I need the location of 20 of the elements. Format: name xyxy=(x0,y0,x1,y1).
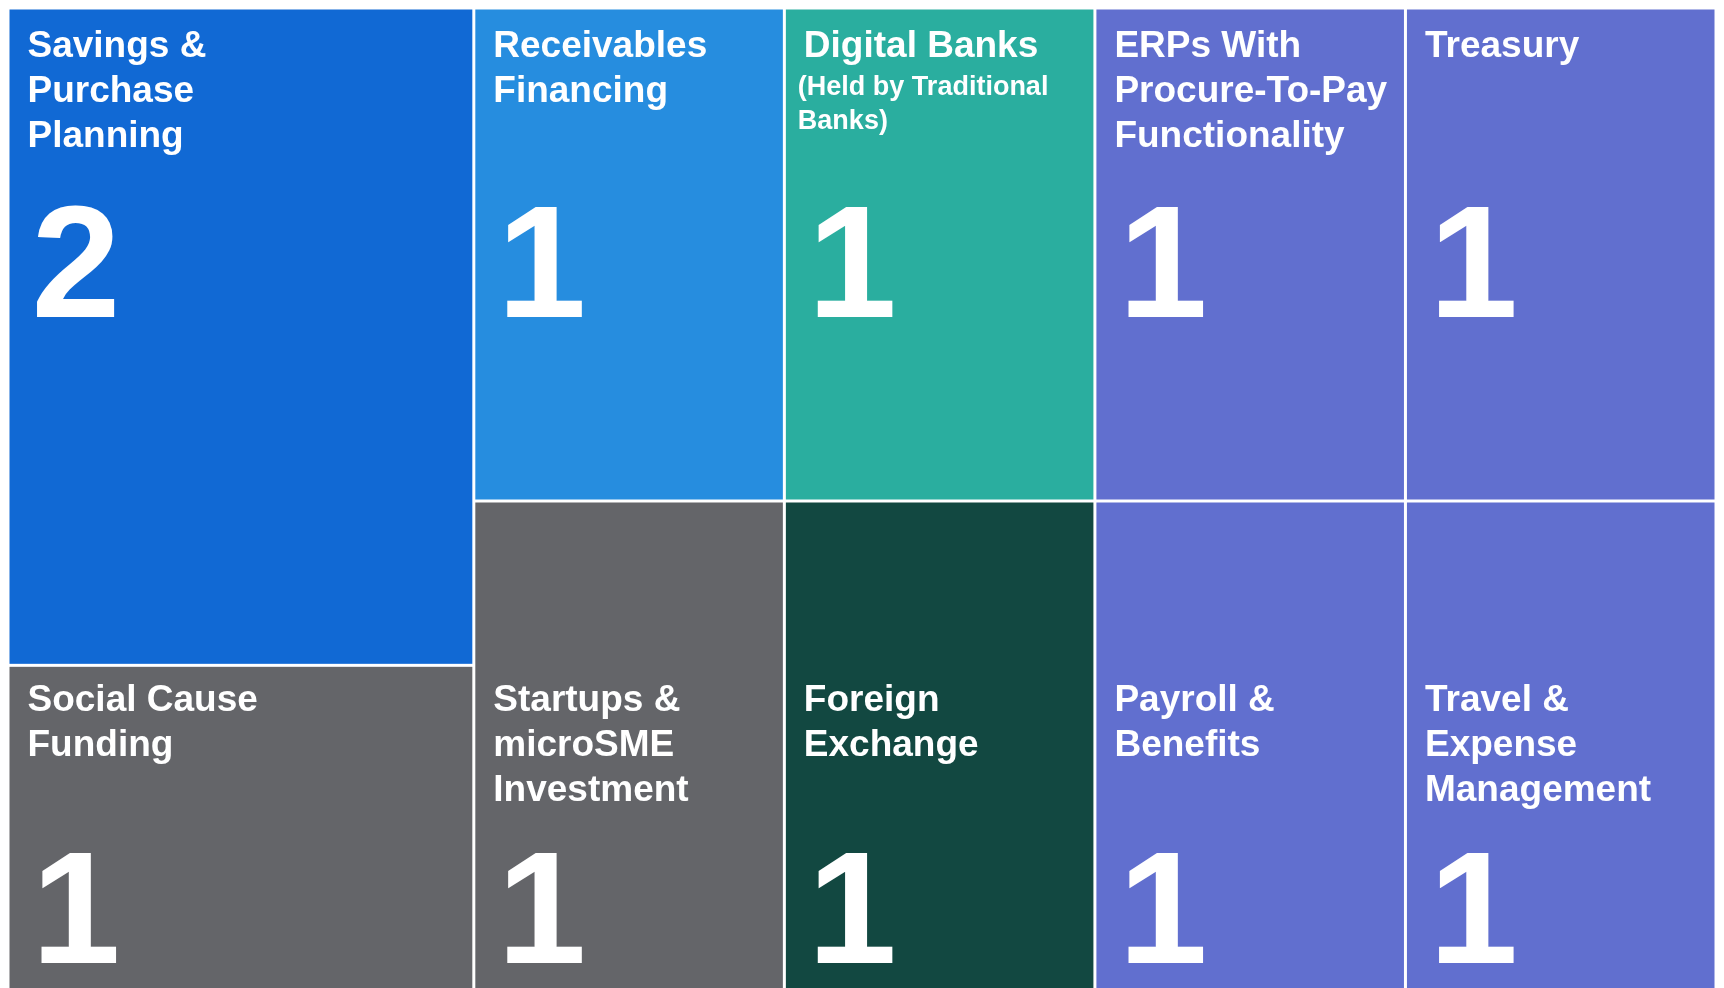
data-label: 2 xyxy=(31,171,121,351)
category-label: Savings & Purchase Planning xyxy=(27,23,207,155)
data-label: 1 xyxy=(1428,171,1518,351)
data-label: 1 xyxy=(807,171,897,351)
data-label: 1 xyxy=(807,817,897,988)
data-label: 1 xyxy=(31,817,121,988)
category-label: Startups & microSME Investment xyxy=(493,677,689,809)
data-label: 1 xyxy=(1118,817,1208,988)
category-label: Foreign Exchange xyxy=(803,677,979,764)
category-label: Social Cause Funding xyxy=(27,677,258,764)
category-label: Receivables Financing xyxy=(493,23,708,110)
category-label: Treasury xyxy=(1424,23,1580,65)
category-label: Digital Banks (Held by Traditional Banks) xyxy=(797,23,1049,135)
category-label: Travel & Expense Management xyxy=(1424,677,1652,809)
data-label: 1 xyxy=(1118,171,1208,351)
category-label: Payroll & Benefits xyxy=(1114,677,1275,764)
data-label: 1 xyxy=(497,171,587,351)
data-label: 1 xyxy=(497,817,587,988)
data-label: 1 xyxy=(1428,817,1518,988)
category-label: ERPs With Procure-To-Pay Functionality xyxy=(1114,23,1388,155)
